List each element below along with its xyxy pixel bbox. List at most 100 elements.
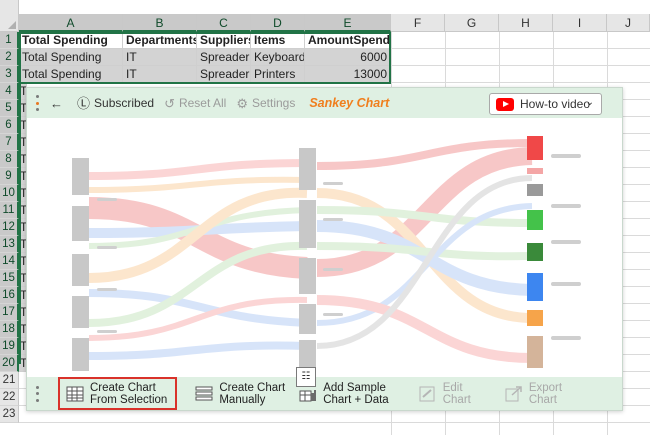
column-header-f[interactable]: F [391,14,445,32]
dollar-circle-icon: Ⓛ [77,95,91,111]
row-header-21[interactable]: 21 [0,372,19,389]
placeholder-label [551,154,581,158]
add-sample-label: Add Sample Chart + Data [323,382,389,406]
flow-link [88,241,308,327]
sliders-icon: ⚙ [236,95,248,111]
cell-e3[interactable]: 13000 [305,66,391,83]
target-node [527,310,543,326]
cell-c2[interactable]: Spreader [197,49,251,66]
create-chart-manually-button[interactable]: Create Chart Manually [195,379,285,409]
edit-chart-line2: Chart [442,393,471,406]
edit-chart-button[interactable]: Edit Chart [419,379,471,409]
placeholder-label [97,246,117,249]
howto-video-dropdown[interactable]: How-to video ⌄ [489,93,602,115]
cell-d2[interactable]: Keyboards [251,49,305,66]
row-header-19[interactable]: 19 [0,338,19,355]
create-chart-from-selection-button[interactable]: Create Chart From Selection [58,377,178,410]
row-header-7[interactable]: 7 [0,134,19,151]
cell-b2[interactable]: IT [123,49,197,66]
back-arrow-icon: ← [50,95,63,111]
row-header-23[interactable]: 23 [0,406,19,423]
row-header-14[interactable]: 14 [0,253,19,270]
row-header-22[interactable]: 22 [0,389,19,406]
select-all-corner[interactable] [0,0,19,32]
column-header-a[interactable]: A [19,14,123,32]
row-header-5[interactable]: 5 [0,100,19,117]
add-sample-chart-button[interactable]: Add Sample Chart + Data [299,379,389,409]
source-node [72,338,89,371]
placeholder-label [551,282,581,286]
column-header-e[interactable]: E [305,14,391,32]
target-node [527,168,543,174]
column-header-d[interactable]: D [251,14,305,32]
target-node [527,136,543,160]
subscribed-button[interactable]: Ⓛ Subscribed [77,96,154,110]
column-header-i[interactable]: I [553,14,607,32]
row-header-10[interactable]: 10 [0,185,19,202]
row-header-2[interactable]: 2 [0,49,19,66]
reset-all-button[interactable]: ↺ Reset All [164,96,226,110]
row-header-17[interactable]: 17 [0,304,19,321]
column-header-h[interactable]: H [499,14,553,32]
placeholder-label [323,218,343,221]
cell-e1[interactable]: AmountSpend [305,32,391,49]
target-node [527,273,543,301]
placeholder-label [551,336,581,340]
cell-b3[interactable]: IT [123,66,197,83]
flow-link [88,341,308,360]
chevron-down-icon: ⌄ [585,97,594,108]
target-node [527,210,543,230]
cell-a1[interactable]: Total Spending [19,32,123,49]
row-header-15[interactable]: 15 [0,270,19,287]
create-from-selection-label: Create Chart From Selection [90,382,167,406]
list-form-icon [195,385,213,403]
placeholder-label [551,204,581,208]
cell-a3[interactable]: Total Spending [19,66,123,83]
cell-c1[interactable]: Suppliers [197,32,251,49]
column-header-g[interactable]: G [445,14,499,32]
cell-d3[interactable]: Printers [251,66,305,83]
row-header-16[interactable]: 16 [0,287,19,304]
export-chart-button[interactable]: Export Chart [505,379,562,409]
cell-d1[interactable]: Items [251,32,305,49]
flow-link [316,206,533,227]
row-header-6[interactable]: 6 [0,117,19,134]
settings-button[interactable]: ⚙ Settings [236,96,295,110]
row-header-8[interactable]: 8 [0,151,19,168]
middle-node [299,258,316,294]
row-header-13[interactable]: 13 [0,236,19,253]
row-header-4[interactable]: 4 [0,83,19,100]
cell-a2[interactable]: Total Spending [19,49,123,66]
drag-handle-icon[interactable] [34,385,40,402]
source-node [72,206,89,241]
column-header-j[interactable]: J [607,14,650,32]
row-header-20[interactable]: 20 [0,355,19,372]
flow-link [88,296,308,341]
row-header-1[interactable]: 1 [0,32,19,49]
create-manually-line1: Create Chart [219,381,286,394]
row-header-11[interactable]: 11 [0,202,19,219]
cell-b1[interactable]: Departments [123,32,197,49]
table-grid-icon [66,385,84,403]
row-header-3[interactable]: 3 [0,66,19,83]
row-header-18[interactable]: 18 [0,321,19,338]
add-sample-line1: Add Sample [323,381,386,394]
drag-handle-icon[interactable] [34,95,40,111]
sankey-preview-graphic [72,136,581,372]
create-manually-line2: Manually [219,393,266,406]
column-header-b[interactable]: B [123,14,197,32]
selection-outline-left [19,84,21,364]
column-header-c[interactable]: C [197,14,251,32]
gridline [19,422,650,423]
cell-e2[interactable]: 6000 [305,49,391,66]
placeholder-label [97,330,117,333]
row-header-12[interactable]: 12 [0,219,19,236]
youtube-icon [496,97,514,111]
subscribed-label: Subscribed [94,96,155,110]
back-button[interactable]: ← [50,97,67,110]
flow-link [88,159,308,180]
create-manually-label: Create Chart Manually [219,382,285,406]
export-chart-line2: Chart [528,393,557,406]
cell-c3[interactable]: Spreader [197,66,251,83]
row-header-9[interactable]: 9 [0,168,19,185]
